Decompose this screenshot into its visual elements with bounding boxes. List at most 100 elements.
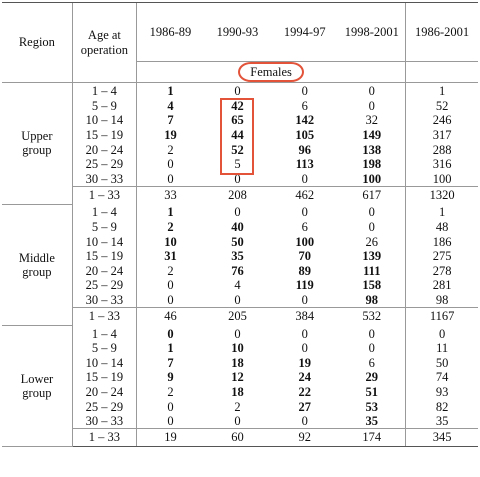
table-row: 5 – 9 1 10 0 0 11 bbox=[2, 340, 478, 356]
value-cell: 5 bbox=[234, 157, 241, 172]
total-cell: 462 bbox=[271, 186, 339, 205]
value-cell: 149 bbox=[362, 128, 382, 143]
age-cell: 1 – 33 bbox=[71, 428, 137, 448]
value-cell: 52 bbox=[405, 98, 478, 114]
value-cell: 50 bbox=[405, 355, 478, 371]
value-cell: 40 bbox=[231, 220, 244, 235]
value-cell: 0 bbox=[301, 84, 308, 99]
total-row: 1 – 33 33 208 462 617 1320 bbox=[2, 186, 478, 205]
females-subheader-cell: Females bbox=[136, 61, 406, 83]
page: Region Age at operation 1986-89 1990-93 … bbox=[2, 2, 478, 473]
value-cell: 0 bbox=[368, 84, 375, 99]
value-cell: 288 bbox=[405, 142, 478, 157]
value-cell: 10 bbox=[231, 341, 244, 356]
value-cell: 0 bbox=[301, 205, 308, 220]
age-cell: 1 – 4 bbox=[71, 325, 137, 341]
value-cell: 74 bbox=[405, 370, 478, 385]
value-cell: 11 bbox=[405, 340, 478, 356]
total-cell: 205 bbox=[203, 307, 272, 326]
value-cell: 52 bbox=[231, 142, 244, 157]
value-cell: 0 bbox=[301, 326, 308, 341]
table-row: 30 – 33 0 0 0 35 35 bbox=[2, 413, 478, 429]
value-cell: 4 bbox=[136, 98, 204, 114]
value-cell: 0 bbox=[301, 414, 308, 429]
table-row: 15 – 19 19 44 105 149 317 bbox=[2, 127, 478, 143]
value-cell: 2 bbox=[136, 384, 204, 400]
value-cell: 35 bbox=[405, 413, 478, 429]
total-cell: 60 bbox=[203, 428, 272, 448]
value-cell: 6 bbox=[301, 98, 308, 113]
age-cell: 5 – 9 bbox=[71, 219, 137, 235]
table-row: 5 – 9 4 42 6 0 52 bbox=[2, 98, 478, 114]
value-cell: 4 bbox=[234, 278, 241, 293]
value-cell: 2 bbox=[234, 399, 241, 414]
value-cell: 19 bbox=[298, 355, 312, 370]
value-cell: 1 bbox=[136, 204, 204, 220]
age-cell: 1 – 33 bbox=[71, 307, 137, 326]
total-cell: 208 bbox=[203, 186, 272, 205]
age-cell: 25 – 29 bbox=[71, 278, 137, 293]
value-cell: 1 bbox=[136, 340, 204, 356]
age-cell: 30 – 33 bbox=[71, 413, 137, 429]
value-cell: 7 bbox=[136, 355, 204, 371]
value-cell: 138 bbox=[362, 142, 382, 157]
value-cell: 0 bbox=[234, 171, 241, 186]
age-cell: 10 – 14 bbox=[71, 234, 137, 249]
value-cell: 139 bbox=[362, 249, 382, 264]
value-cell: 98 bbox=[405, 292, 478, 308]
value-cell: 0 bbox=[234, 205, 241, 220]
age-cell: 5 – 9 bbox=[71, 98, 137, 114]
age-cell: 25 – 29 bbox=[71, 399, 137, 414]
value-cell: 0 bbox=[136, 292, 204, 308]
value-cell: 76 bbox=[231, 263, 244, 278]
value-cell: 0 bbox=[136, 278, 204, 293]
data-table: Region Age at operation 1986-89 1990-93 … bbox=[2, 2, 478, 448]
table-row: 15 – 19 31 35 70 139 275 bbox=[2, 248, 478, 264]
header-period-1: 1986-89 bbox=[136, 2, 204, 62]
total-cell: 617 bbox=[338, 186, 406, 205]
table-row: 15 – 19 9 12 24 29 74 bbox=[2, 370, 478, 385]
value-cell: 12 bbox=[231, 370, 244, 385]
table-row: 20 – 24 2 18 22 51 93 bbox=[2, 384, 478, 400]
value-cell: 89 bbox=[298, 263, 312, 278]
value-cell: 0 bbox=[368, 205, 375, 220]
value-cell: 10 bbox=[136, 234, 204, 249]
value-cell: 186 bbox=[405, 234, 478, 249]
age-cell: 20 – 24 bbox=[71, 384, 137, 400]
value-cell: 70 bbox=[298, 249, 312, 264]
value-cell: 19 bbox=[136, 127, 204, 143]
age-cell: 25 – 29 bbox=[71, 156, 137, 172]
table-row: 25 – 29 0 5 113 198 316 bbox=[2, 156, 478, 172]
age-cell: 30 – 33 bbox=[71, 171, 137, 187]
total-cell: 46 bbox=[136, 307, 204, 326]
value-cell: 0 bbox=[368, 98, 375, 113]
value-cell: 0 bbox=[136, 171, 204, 187]
value-cell: 98 bbox=[365, 293, 379, 308]
value-cell: 1 bbox=[405, 82, 478, 99]
value-cell: 0 bbox=[301, 171, 308, 186]
value-cell: 100 bbox=[362, 171, 382, 186]
age-cell: 30 – 33 bbox=[71, 292, 137, 308]
value-cell: 246 bbox=[405, 113, 478, 128]
header-period-2: 1990-93 bbox=[203, 2, 272, 62]
value-cell: 0 bbox=[136, 325, 204, 341]
value-cell: 2 bbox=[136, 219, 204, 235]
value-cell: 93 bbox=[405, 384, 478, 400]
table-row: 20 – 24 2 76 89 111 278 bbox=[2, 263, 478, 279]
value-cell: 142 bbox=[295, 113, 315, 128]
value-cell: 0 bbox=[368, 341, 375, 356]
table-row: 5 – 9 2 40 6 0 48 bbox=[2, 219, 478, 235]
value-cell: 0 bbox=[234, 293, 241, 308]
value-cell: 29 bbox=[365, 370, 379, 385]
value-cell: 26 bbox=[365, 234, 379, 249]
value-cell: 0 bbox=[405, 325, 478, 341]
value-cell: 0 bbox=[234, 326, 241, 341]
table-row: 10 – 14 7 18 19 6 50 bbox=[2, 355, 478, 371]
value-cell: 1 bbox=[136, 82, 204, 99]
value-cell: 317 bbox=[405, 127, 478, 143]
total-cell: 345 bbox=[405, 428, 478, 448]
value-cell: 31 bbox=[136, 248, 204, 264]
